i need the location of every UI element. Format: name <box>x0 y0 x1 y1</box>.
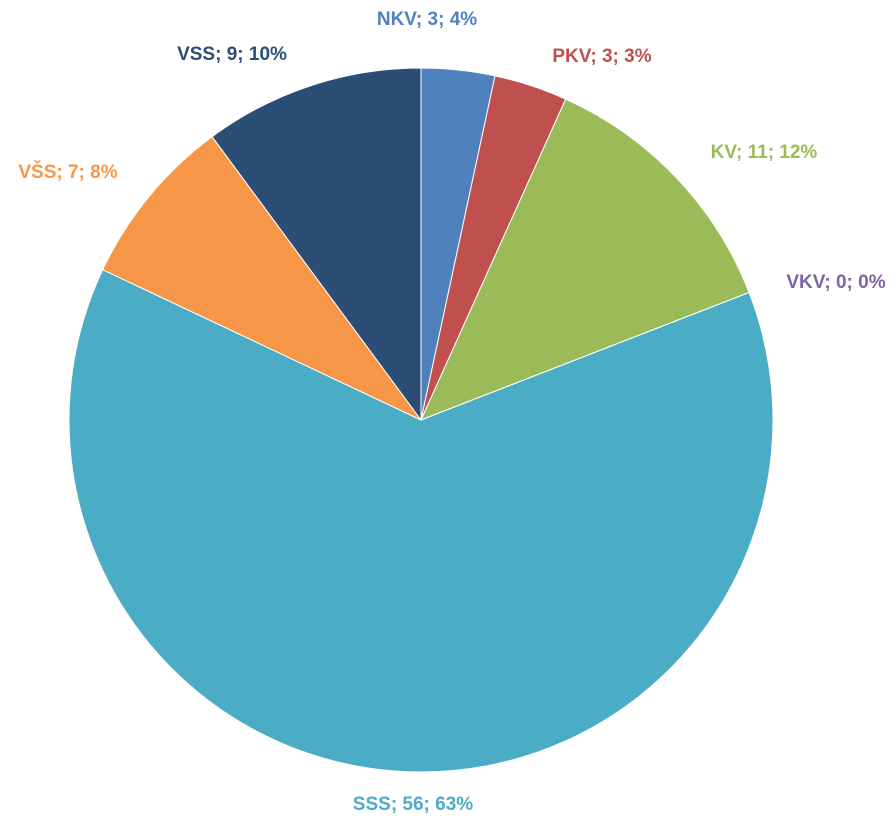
data-label: KV; 11; 12% <box>711 142 818 163</box>
data-label: PKV; 3; 3% <box>552 46 651 67</box>
pie-slice <box>420 98 750 421</box>
pie-slice <box>68 269 774 773</box>
data-label: VSS; 9; 10% <box>177 44 287 65</box>
pie-slice <box>102 135 422 421</box>
data-label: NKV; 3; 4% <box>377 9 477 30</box>
pie-slice <box>211 67 422 422</box>
data-label: VŠS; 7; 8% <box>18 161 117 183</box>
data-label: VKV; 0; 0% <box>786 272 885 293</box>
data-label: SSS; 56; 63% <box>353 794 473 815</box>
